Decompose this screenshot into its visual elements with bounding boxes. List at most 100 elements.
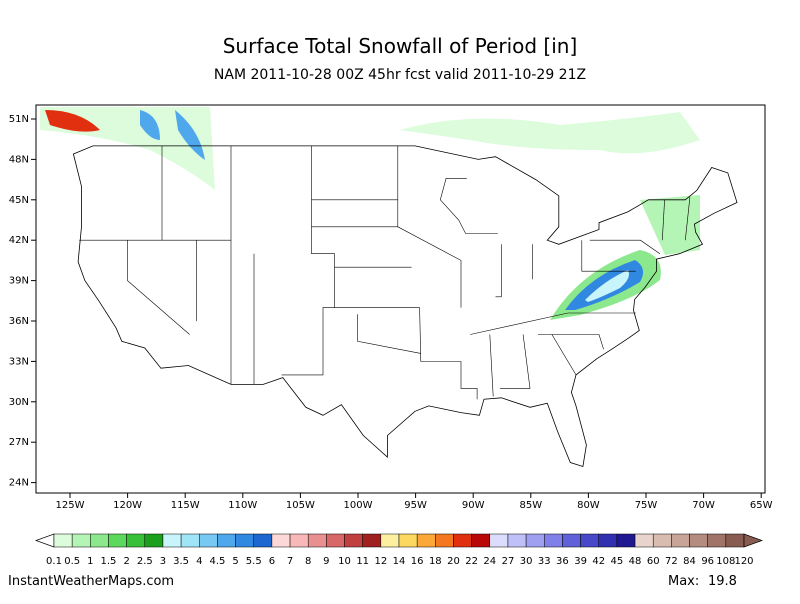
- colorbar-bin: [271, 533, 291, 548]
- colorbar-bin: [235, 533, 254, 548]
- lat-label: 42N: [9, 235, 29, 246]
- colorbar-bin: [144, 533, 164, 548]
- snow-cascades: [140, 110, 205, 160]
- lon-label: 90W: [462, 500, 485, 511]
- colorbar-label: 48: [629, 556, 642, 567]
- colorbar-bin: [162, 533, 182, 548]
- colorbar-bin: [652, 533, 672, 548]
- colorbar-low-arrow: [34, 533, 55, 548]
- max-value: 19.8: [708, 574, 737, 589]
- colorbar-bin: [671, 533, 690, 548]
- colorbar-bin: [217, 533, 236, 548]
- lat-label: 30N: [9, 397, 29, 408]
- colorbar-bin: [71, 533, 91, 548]
- colorbar-label: 4.5: [209, 556, 225, 567]
- lon-label: 105W: [286, 500, 315, 511]
- colorbar-bin: [380, 533, 400, 548]
- title: Surface Total Snowfall of Period [in]: [223, 34, 578, 58]
- lon-label: 95W: [404, 500, 427, 511]
- source: InstantWeatherMaps.com: [8, 574, 174, 589]
- state-line: [357, 314, 421, 354]
- colorbar-label: 42: [592, 556, 605, 567]
- colorbar-bin: [180, 533, 200, 548]
- map-background: [36, 105, 765, 493]
- colorbar-label: 30: [520, 556, 533, 567]
- snow-mid-atlantic-peak: [585, 270, 629, 302]
- colorbar-bin: [326, 533, 345, 548]
- lat-label: 33N: [9, 356, 29, 367]
- colorbar-label: 6: [269, 556, 275, 567]
- state-line: [470, 312, 636, 335]
- colorbar-label: 3.5: [173, 556, 189, 567]
- colorbar-label: 72: [665, 556, 678, 567]
- lon-label: 85W: [519, 500, 542, 511]
- colorbar-high-arrow: [743, 533, 764, 548]
- state-line: [419, 307, 478, 400]
- colorbar-bin: [344, 533, 363, 548]
- colorbar-label: 7: [287, 556, 293, 567]
- colorbar-label: 60: [647, 556, 660, 567]
- max-label: Max:: [668, 574, 699, 589]
- map-frame: [35, 104, 766, 494]
- colorbar-label: 39: [574, 556, 587, 567]
- colorbar-bin: [126, 533, 146, 548]
- colorbar-bin: [707, 533, 727, 548]
- snow-bc-coast: [45, 110, 100, 132]
- state-line: [439, 178, 498, 234]
- colorbar-label: 10: [338, 556, 351, 567]
- colorbar-label: 22: [465, 556, 478, 567]
- lat-label: 36N: [9, 316, 29, 327]
- colorbar-label: 0.5: [64, 556, 80, 567]
- state-line: [551, 334, 577, 376]
- state-line: [489, 334, 494, 397]
- colorbar-bin: [253, 533, 273, 548]
- colorbar-label: 27: [502, 556, 515, 567]
- colorbar-bin: [199, 533, 218, 548]
- lon-label: 120W: [113, 500, 142, 511]
- colorbar-label: 120: [734, 556, 753, 567]
- colorbar-label: 5.5: [246, 556, 262, 567]
- state-lines: [79, 145, 691, 400]
- colorbar-bin: [544, 533, 563, 548]
- lon-label: 80W: [577, 500, 600, 511]
- colorbar-label: 2.5: [137, 556, 153, 567]
- snow-new-england: [640, 195, 700, 255]
- colorbar-label: 45: [611, 556, 624, 567]
- lon-label: 125W: [56, 500, 85, 511]
- state-line: [685, 197, 691, 241]
- colorbar-label: 3: [160, 556, 166, 567]
- state-line: [538, 334, 604, 350]
- colorbar-label: 11: [356, 556, 369, 567]
- colorbar-label: 2: [123, 556, 129, 567]
- colorbar-bin: [90, 533, 109, 548]
- state-line: [127, 240, 190, 335]
- colorbar-label: 20: [447, 556, 460, 567]
- state-line: [662, 199, 665, 241]
- lon-label: 110W: [228, 500, 257, 511]
- colorbar-label: 4: [196, 556, 202, 567]
- colorbar-label: 8: [305, 556, 311, 567]
- map: [35, 104, 766, 494]
- colorbar-bin: [580, 533, 599, 548]
- lat-label: 27N: [9, 437, 29, 448]
- lat-label: 24N: [9, 478, 29, 489]
- colorbar-bin: [108, 533, 127, 548]
- colorbar-bin: [398, 533, 418, 548]
- colorbar-bin: [489, 533, 509, 548]
- lon-label: 70W: [692, 500, 715, 511]
- colorbar-label: 108: [716, 556, 735, 567]
- colorbar: 0.1 0.5 1 1.5 2 2.5 3 3.5 4 4.5 5 5.5 6 7 8 9 10 11 12 14 16…: [34, 533, 764, 567]
- colorbar-bin: [616, 533, 636, 548]
- state-line: [589, 239, 661, 254]
- colorbar-bin: [453, 533, 472, 548]
- colorbar-label: 12: [374, 556, 387, 567]
- colorbar-bin: [362, 533, 382, 548]
- snow-canada: [400, 112, 700, 154]
- lon-label: 75W: [635, 500, 658, 511]
- colorbar-bin: [598, 533, 618, 548]
- lat-label: 48N: [9, 154, 29, 165]
- colorbar-label: 24: [483, 556, 496, 567]
- state-line: [495, 244, 502, 298]
- colorbar-bin: [507, 533, 527, 548]
